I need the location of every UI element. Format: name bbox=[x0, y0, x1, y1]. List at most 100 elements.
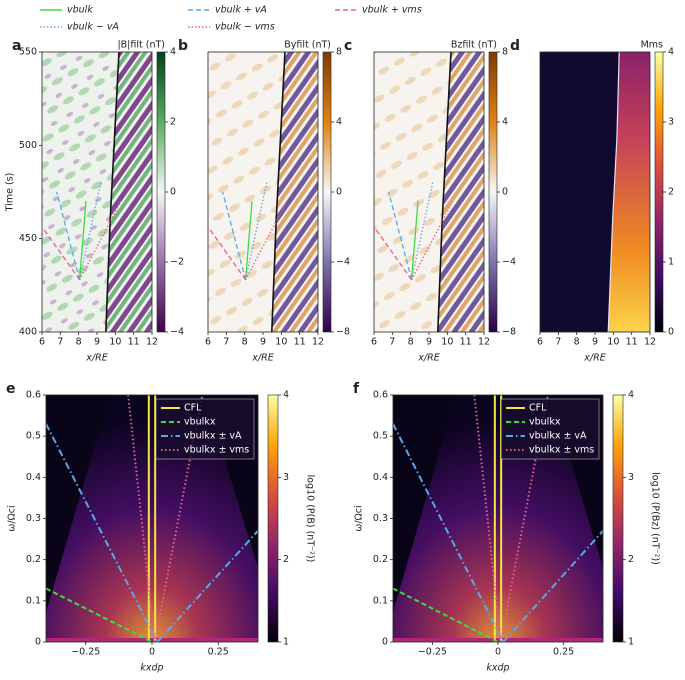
colorbar-tick-label: 3 bbox=[668, 117, 674, 128]
y-axis-label: ω/Ωci bbox=[354, 505, 365, 531]
panel-title: |B|filt (nT) bbox=[117, 40, 165, 51]
legend-label: vbulkx bbox=[184, 417, 216, 428]
colorbar-tick-label: −4 bbox=[170, 327, 184, 338]
boundary bbox=[607, 51, 620, 333]
colorbar bbox=[612, 394, 624, 643]
x-tick-label: 11 bbox=[626, 337, 638, 348]
legend-label: vbulkx ± vms bbox=[529, 445, 594, 456]
colorbar-tick-label: −8 bbox=[502, 327, 516, 338]
x-tick-label: 7 bbox=[555, 337, 561, 348]
colorbar-tick-label: −8 bbox=[336, 327, 350, 338]
heatmap-field bbox=[46, 638, 258, 642]
heatmap-field bbox=[437, 52, 484, 332]
x-tick-label: 10 bbox=[109, 337, 121, 348]
series-line bbox=[43, 228, 81, 281]
x-tick-label: 7 bbox=[57, 337, 63, 348]
legend-label: vbulkx ± vA bbox=[529, 431, 587, 442]
y-tick-label: 0.1 bbox=[373, 595, 388, 606]
series-line bbox=[147, 395, 157, 642]
legend-label: vbulkx bbox=[529, 417, 561, 428]
x-tick-label: −0.25 bbox=[418, 647, 447, 658]
panel: c Bzfilt (nT) 6 7 8 9 10 11 12 x/RE −8 −4 0 4 8 bbox=[344, 38, 516, 364]
colorbar-tick-label: −4 bbox=[502, 257, 516, 268]
panel: f −0.25 0 0.25 kxdp 0 0.1 0.2 0.3 0.4 0.5 0.6 ω/Ωci 1… bbox=[353, 381, 661, 674]
heatmap-field bbox=[608, 52, 650, 332]
x-tick-label: −0.25 bbox=[71, 647, 100, 658]
x-tick-label: 12 bbox=[312, 337, 324, 348]
colorbar-tick-label: 4 bbox=[170, 47, 176, 58]
x-tick-label: 12 bbox=[478, 337, 490, 348]
colorbar bbox=[654, 51, 664, 333]
panel-letter: d bbox=[510, 38, 520, 54]
series-line bbox=[45, 587, 153, 643]
colorbar-tick-label: 1 bbox=[628, 637, 634, 648]
y-tick-label: 0.2 bbox=[373, 554, 388, 565]
colorbar-tick-label: 3 bbox=[628, 472, 634, 483]
colorbar-tick-label: 0 bbox=[502, 187, 508, 198]
x-tick-label: 7 bbox=[223, 337, 229, 348]
colorbar bbox=[322, 51, 332, 333]
colorbar-tick-label: 2 bbox=[628, 554, 634, 565]
x-tick-label: 0 bbox=[495, 647, 501, 658]
colorbar-tick-label: −2 bbox=[170, 257, 184, 268]
panel: e −0.25 0 0.25 kxdp 0 0.1 0.2 0.3 0.4 0.5 0.6 ω/Ωci 1… bbox=[6, 381, 316, 674]
y-tick-label: 0.4 bbox=[373, 472, 388, 483]
legend-label: CFL bbox=[184, 403, 202, 414]
x-axis-label: x/RE bbox=[251, 353, 273, 364]
y-tick-label: 0 bbox=[35, 637, 41, 648]
panel: b Byfilt (nT) 6 7 8 9 10 11 12 x/RE −8 −4 0 4 8 bbox=[178, 38, 350, 364]
heatmap-field bbox=[271, 52, 318, 332]
series-line bbox=[209, 228, 247, 281]
colorbar-tick-label: 4 bbox=[628, 390, 634, 401]
panel-title: Byfilt (nT) bbox=[284, 40, 331, 51]
x-tick-label: 6 bbox=[205, 337, 211, 348]
series-line bbox=[388, 191, 413, 280]
series-line bbox=[473, 394, 549, 643]
series-line bbox=[56, 191, 81, 280]
y-axis-label: ω/Ωci bbox=[7, 505, 18, 531]
colorbar-tick-label: 3 bbox=[283, 472, 289, 483]
legend-label: vbulkx ± vms bbox=[184, 445, 249, 456]
x-tick-label: 9 bbox=[592, 337, 598, 348]
colorbar-tick-label: 2 bbox=[283, 554, 289, 565]
y-tick-label: 0.1 bbox=[26, 595, 41, 606]
colorbar-tick-label: −4 bbox=[336, 257, 350, 268]
x-tick-label: 10 bbox=[441, 337, 453, 348]
y-tick-label: 0.3 bbox=[26, 513, 41, 524]
y-tick-label: 0.6 bbox=[26, 390, 41, 401]
panel-title: Mms bbox=[641, 40, 663, 51]
y-tick-label: 0.6 bbox=[373, 390, 388, 401]
colorbar-tick-label: 2 bbox=[668, 187, 674, 198]
y-tick-label: 0.5 bbox=[26, 431, 41, 442]
colorbar-tick-label: 1 bbox=[283, 637, 289, 648]
legend-label: vbulk + vA bbox=[215, 5, 267, 16]
series-line bbox=[78, 182, 102, 280]
panel-letter: a bbox=[12, 38, 21, 54]
x-tick-label: 6 bbox=[39, 337, 45, 348]
series-line bbox=[45, 423, 259, 643]
series-line bbox=[375, 228, 413, 281]
x-tick-label: 12 bbox=[146, 337, 158, 348]
x-tick-label: 6 bbox=[537, 337, 543, 348]
colorbar bbox=[488, 51, 498, 333]
series-line bbox=[244, 182, 268, 280]
colorbar bbox=[156, 51, 166, 333]
panel-letter: e bbox=[6, 381, 16, 397]
legend-label: CFL bbox=[529, 403, 547, 414]
colorbar-tick-label: 8 bbox=[502, 47, 508, 58]
colorbar-tick-label: 0 bbox=[170, 187, 176, 198]
x-tick-label: 10 bbox=[607, 337, 619, 348]
x-tick-label: 7 bbox=[389, 337, 395, 348]
y-tick-label: 550 bbox=[19, 47, 37, 58]
heatmap-field bbox=[393, 638, 603, 642]
panel-title: Bzfilt (nT) bbox=[451, 40, 497, 51]
y-tick-label: 0.3 bbox=[373, 513, 388, 524]
colorbar-tick-label: 8 bbox=[336, 47, 342, 58]
x-tick-label: 8 bbox=[574, 337, 580, 348]
series-line bbox=[410, 182, 434, 280]
x-tick-label: 0 bbox=[149, 647, 155, 658]
y-tick-label: 500 bbox=[19, 140, 37, 151]
x-axis-label: x/RE bbox=[85, 353, 107, 364]
